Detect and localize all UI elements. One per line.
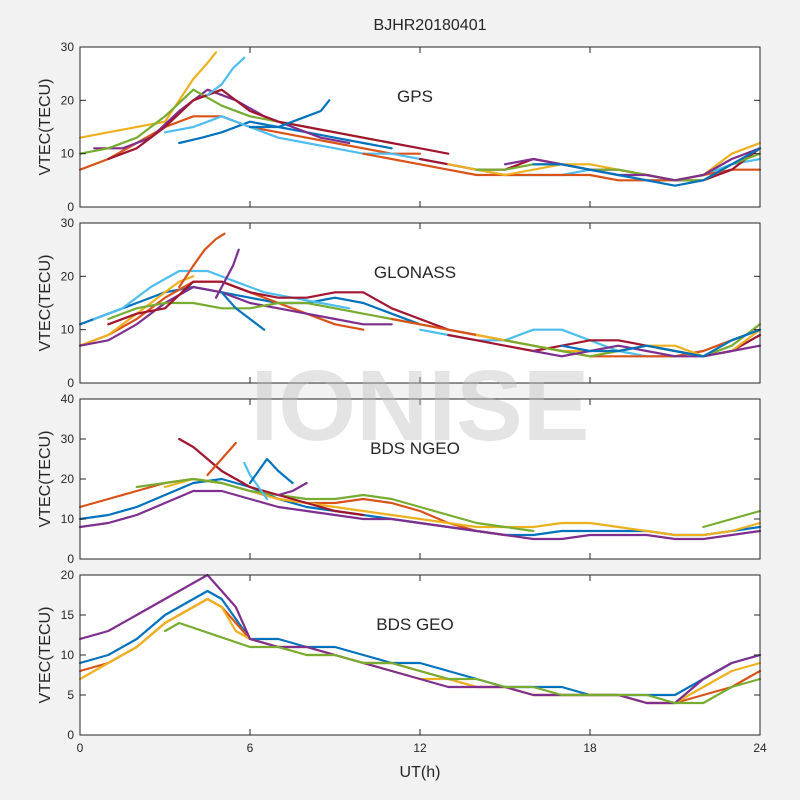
series-line [206,441,237,477]
series-line [560,328,762,358]
figure-title: BJHR20180401 [374,17,487,34]
y-tick-label: 40 [61,392,75,406]
x-axis-label: UT(h) [400,764,441,781]
y-tick-label: 10 [61,323,75,337]
y-tick-label: 0 [67,728,74,742]
panel-label: GLONASS [374,263,456,282]
panel-label: BDS GEO [376,615,453,634]
y-tick-label: 30 [61,216,75,230]
series-line [277,481,308,497]
series-line [78,275,195,347]
series-line [163,621,762,705]
series-line [107,88,450,161]
series-line [178,232,226,289]
y-tick-label: 10 [61,648,75,662]
x-tick-label: 12 [413,741,427,755]
y-axis-label: VTEC(TECU) [37,431,54,528]
panel-2: 0 10 20 30 40 BDS NGEO VTEC(TECU) [37,392,762,566]
plot-area [80,575,760,735]
y-tick-label: 10 [61,512,75,526]
series-line [78,489,762,541]
series-line [243,461,269,501]
series-line [93,269,351,321]
series-line [93,88,351,150]
y-tick-label: 0 [67,552,74,566]
panel-label: GPS [397,87,433,106]
y-axis-label: VTEC(TECU) [37,255,54,352]
y-axis-label: VTEC(TECU) [37,607,54,704]
watermark: IONISE [251,350,590,462]
series-line [206,56,246,97]
series-line [163,115,393,155]
series-line [135,477,535,533]
y-tick-label: 0 [67,200,74,214]
panel-1: 0 10 20 30 GLONASS VTEC(TECU) [37,216,762,390]
panel-label: BDS NGEO [370,439,460,458]
series-line [214,248,240,299]
series-line [248,99,331,129]
series-line [107,280,478,337]
x-tick-label: 0 [77,741,84,755]
series-line [532,344,762,358]
panel-3: 0 5 10 15 20 0 6 12 18 24 BDS GEO VTEC(TECU) [37,568,767,755]
series-line [78,573,762,705]
y-tick-label: 30 [61,432,75,446]
x-tick-label: 6 [247,741,254,755]
series-line [78,285,422,326]
panel-0: 0 10 20 30 GPS VTEC(TECU) [37,40,762,214]
y-tick-label: 0 [67,376,74,390]
series-line [503,147,762,182]
y-tick-label: 5 [67,688,74,702]
y-tick-label: 20 [61,568,75,582]
series-line [702,509,762,529]
series-line [248,457,294,485]
y-tick-label: 30 [61,40,75,54]
x-tick-label: 18 [583,741,597,755]
series-line [78,285,393,347]
series-line [220,291,266,331]
series-line [178,437,365,517]
x-tick-label: 24 [753,741,767,755]
chart-panels: 0 10 20 30 GPS VTEC(TECU) 0 10 20 30 GLONASS VTEC(T… [37,40,767,755]
y-axis-label: VTEC(TECU) [37,79,54,176]
y-tick-label: 20 [61,93,75,107]
y-tick-label: 15 [61,608,75,622]
series-line [532,147,762,187]
y-tick-label: 10 [61,147,75,161]
y-tick-label: 20 [61,472,75,486]
y-tick-label: 20 [61,269,75,283]
